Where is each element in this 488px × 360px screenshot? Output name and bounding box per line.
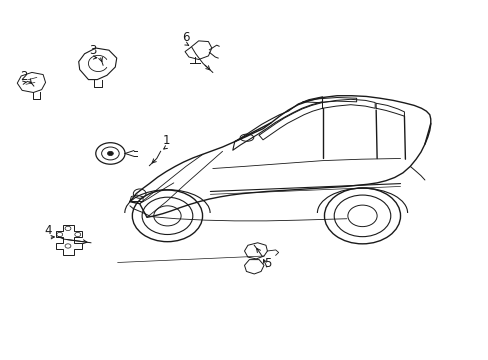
Text: 2: 2 [20, 69, 28, 82]
Circle shape [107, 151, 113, 156]
Text: 1: 1 [163, 134, 170, 147]
Text: 3: 3 [88, 44, 96, 57]
Text: 6: 6 [182, 31, 189, 44]
Text: 5: 5 [264, 257, 271, 270]
Text: 4: 4 [44, 224, 52, 238]
